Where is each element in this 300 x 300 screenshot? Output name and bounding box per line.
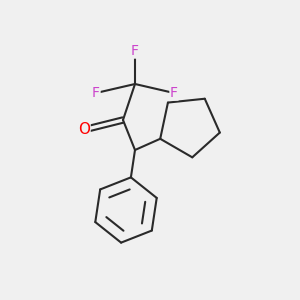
Text: F: F [131,44,139,58]
Text: F: F [170,86,178,100]
Text: F: F [92,86,100,100]
Text: O: O [78,122,90,136]
